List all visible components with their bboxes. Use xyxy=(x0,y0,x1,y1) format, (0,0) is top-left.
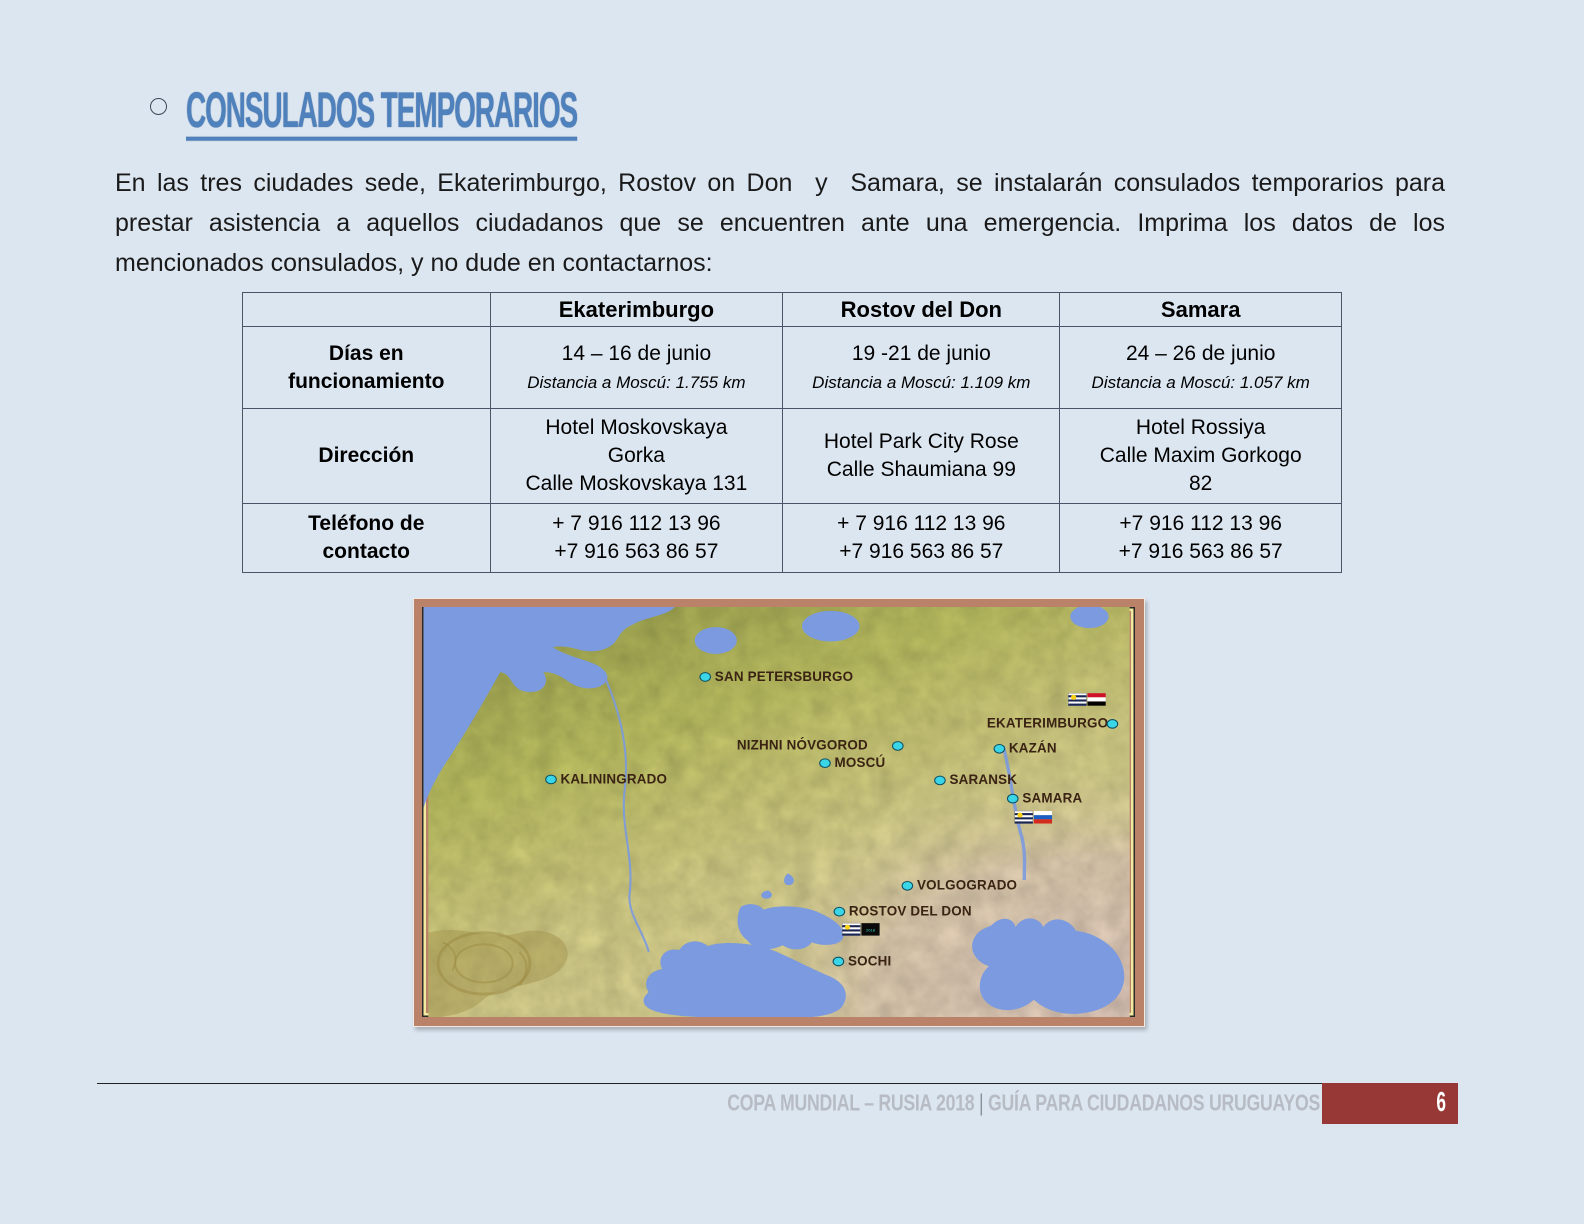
svg-text:SOCHI: SOCHI xyxy=(848,953,891,968)
svg-text:2018: 2018 xyxy=(866,927,876,932)
svg-text:SAMARA: SAMARA xyxy=(1022,790,1082,805)
svg-text:KAZÁN: KAZÁN xyxy=(1009,741,1057,756)
svg-text:SARANSK: SARANSK xyxy=(950,772,1018,787)
svg-text:KALININGRADO: KALININGRADO xyxy=(561,771,668,786)
svg-text:MOSCÚ: MOSCÚ xyxy=(835,755,886,770)
svg-text:EKATERIMBURGO: EKATERIMBURGO xyxy=(987,716,1108,731)
svg-text:SAN PETERSBURGO: SAN PETERSBURGO xyxy=(715,669,853,684)
svg-text:NIZHNI NÓVGOROD: NIZHNI NÓVGOROD xyxy=(737,738,868,753)
svg-text:VOLGOGRADO: VOLGOGRADO xyxy=(917,878,1017,893)
svg-text:ROSTOV DEL DON: ROSTOV DEL DON xyxy=(849,903,972,918)
